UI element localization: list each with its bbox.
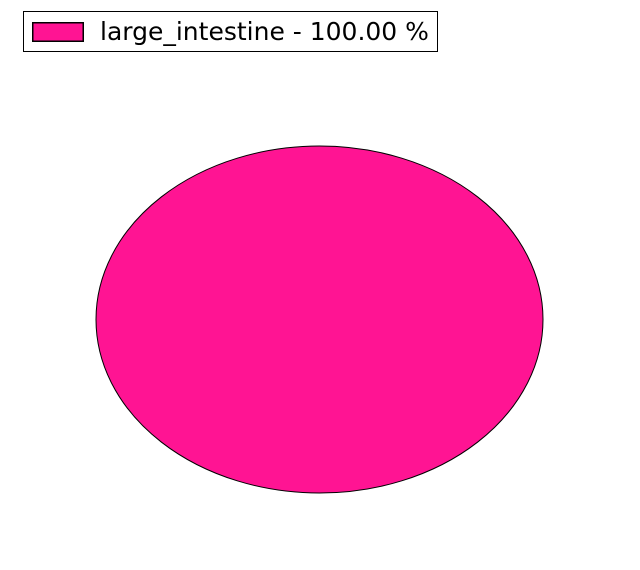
legend: large_intestine - 100.00 % [23, 11, 438, 52]
legend-label: large_intestine - 100.00 % [100, 17, 429, 46]
pie-slice-large-intestine [95, 145, 544, 494]
legend-swatch-rect [32, 21, 84, 42]
legend-swatch-icon [32, 21, 84, 42]
